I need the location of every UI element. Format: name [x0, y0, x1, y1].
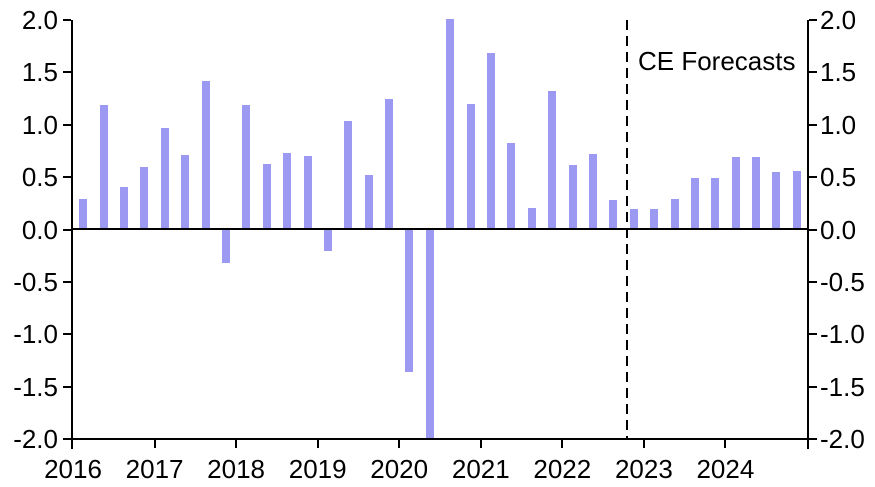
y-axis-label-left: 1.5 — [21, 57, 58, 88]
bar — [120, 186, 128, 230]
y-axis-label-left: 0.5 — [21, 162, 58, 193]
y-tick-left — [63, 71, 71, 74]
x-tick — [479, 440, 482, 448]
y-axis-label-right: 1.5 — [820, 57, 857, 88]
bar — [344, 120, 353, 230]
y-tick-left — [63, 123, 71, 126]
bar — [609, 200, 618, 230]
bar — [588, 154, 597, 230]
x-axis-label: 2022 — [533, 454, 592, 484]
x-axis-label: 2017 — [125, 454, 184, 484]
y-axis-label-left: 2.0 — [21, 5, 58, 35]
y-axis-label-right: -2.0 — [820, 424, 865, 454]
bar — [405, 229, 414, 372]
y-tick-right — [809, 385, 817, 388]
y-axis-label-right: -1.0 — [820, 319, 865, 350]
bar — [752, 157, 760, 230]
y-tick-right — [809, 228, 817, 231]
y-tick-right — [809, 71, 817, 74]
y-axis-right — [807, 20, 809, 449]
bar — [487, 52, 495, 230]
y-axis-label-left: -2.0 — [13, 424, 58, 454]
y-tick-right — [809, 333, 817, 336]
y-tick-left — [63, 438, 71, 440]
bar — [303, 156, 312, 230]
x-tick — [561, 440, 564, 448]
y-tick-right — [809, 280, 817, 283]
y-tick-left — [63, 333, 71, 336]
bar — [466, 103, 475, 230]
bar — [140, 166, 149, 230]
y-axis-label-right: 0.0 — [820, 214, 857, 245]
bar — [323, 229, 332, 251]
x-tick — [235, 440, 238, 448]
y-tick-left — [63, 228, 71, 231]
forecast-annotation: CE Forecasts — [638, 46, 796, 76]
y-tick-left — [63, 176, 71, 179]
bar — [527, 207, 536, 230]
x-axis-label: 2023 — [614, 454, 673, 484]
x-tick — [724, 440, 727, 448]
bar — [711, 178, 720, 230]
x-axis-label: 2024 — [696, 454, 755, 484]
x-tick — [316, 440, 319, 448]
x-axis — [71, 438, 809, 440]
forecast-divider-line — [625, 20, 628, 439]
bar — [385, 98, 393, 230]
zero-line — [73, 228, 807, 230]
x-axis-label: 2019 — [288, 454, 347, 484]
y-tick-left — [63, 19, 71, 21]
x-tick — [642, 440, 645, 448]
bar — [262, 163, 271, 230]
y-tick-right — [809, 19, 817, 21]
y-axis-label-left: -1.0 — [13, 319, 58, 350]
bar — [283, 153, 292, 230]
bar — [772, 171, 781, 230]
bar — [79, 199, 88, 230]
y-axis-label-right: 1.0 — [820, 109, 857, 140]
x-axis-label: 2018 — [207, 454, 266, 484]
bar — [242, 104, 251, 230]
bar — [181, 155, 190, 230]
bar — [548, 91, 557, 230]
y-tick-right — [809, 176, 817, 179]
bar — [731, 157, 740, 230]
bar — [201, 80, 210, 230]
bar — [364, 175, 373, 230]
y-axis-label-right: 2.0 — [820, 5, 857, 35]
y-axis-label-left: -1.5 — [13, 371, 58, 402]
y-axis-label-right: 0.5 — [820, 162, 857, 193]
y-axis-label-right: -0.5 — [820, 266, 865, 297]
y-axis-label-left: -0.5 — [13, 266, 58, 297]
bar — [99, 104, 108, 230]
x-axis-label: 2020 — [370, 454, 429, 484]
bar — [629, 208, 638, 230]
x-axis-label: 2016 — [44, 454, 102, 484]
x-tick — [153, 440, 156, 448]
bar — [670, 199, 679, 230]
bar — [792, 170, 801, 230]
bar — [507, 142, 516, 230]
bar — [446, 19, 455, 230]
bar — [690, 178, 699, 230]
y-axis-left — [71, 20, 73, 449]
x-tick — [398, 440, 401, 448]
bar — [425, 229, 434, 439]
bar — [650, 208, 659, 230]
y-tick-left — [63, 385, 71, 388]
x-axis-label: 2021 — [451, 454, 510, 484]
bar — [568, 164, 577, 230]
y-tick-right — [809, 438, 817, 440]
y-tick-left — [63, 280, 71, 283]
y-axis-label-left: 1.0 — [21, 109, 58, 140]
bar — [221, 229, 230, 263]
y-tick-right — [809, 123, 817, 126]
bar — [160, 127, 169, 230]
y-axis-label-left: 0.0 — [21, 214, 58, 245]
y-axis-label-right: -1.5 — [820, 371, 865, 402]
